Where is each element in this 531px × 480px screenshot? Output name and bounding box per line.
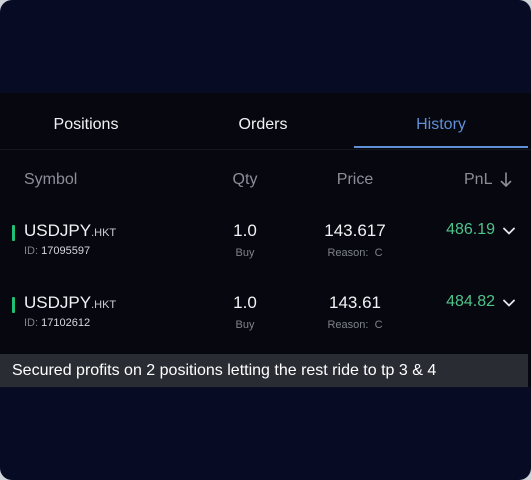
symbol-name: USDJPY.HKT	[24, 221, 117, 240]
side-label: Buy	[235, 247, 255, 259]
tab-positions[interactable]: Positions	[53, 116, 119, 133]
reason-label: Reason: C	[327, 319, 383, 331]
pnl-value: 486.19	[446, 221, 495, 238]
quantity-value: 1.0	[233, 293, 257, 312]
column-header-qty[interactable]: Qty	[232, 171, 258, 188]
caption-banner: Secured profits on 2 positions letting t…	[0, 354, 528, 387]
position-id: ID: 17102612	[24, 317, 91, 329]
pnl-value: 484.82	[446, 293, 495, 310]
symbol-suffix: .HKT	[91, 299, 117, 311]
tab-orders[interactable]: Orders	[238, 116, 288, 133]
table-row[interactable]: USDJPY.HKT ID: 17102612 1.0 Buy 143.61 R…	[0, 293, 531, 353]
trade-history-panel: Positions Orders History Symbol Qty Pric…	[0, 93, 531, 387]
price-value: 143.617	[324, 221, 386, 240]
table-row[interactable]: USDJPY.HKT ID: 17095597 1.0 Buy 143.617 …	[0, 221, 531, 281]
column-header-symbol[interactable]: Symbol	[24, 171, 78, 188]
reason-label: Reason: C	[327, 247, 383, 259]
quantity-value: 1.0	[233, 221, 257, 240]
tab-history[interactable]: History	[416, 116, 466, 133]
tabs-divider	[0, 149, 531, 150]
symbol-suffix: .HKT	[91, 227, 117, 239]
chevron-down-icon[interactable]	[502, 224, 516, 238]
active-tab-indicator	[354, 146, 528, 148]
position-id: ID: 17095597	[24, 245, 91, 257]
chevron-down-icon[interactable]	[502, 296, 516, 310]
side-label: Buy	[235, 319, 255, 331]
buy-indicator	[12, 297, 15, 313]
symbol-name: USDJPY.HKT	[24, 293, 117, 312]
column-header-pnl[interactable]: PnL	[464, 171, 493, 188]
arrow-down-icon[interactable]	[500, 172, 512, 188]
column-header-price[interactable]: Price	[336, 171, 374, 188]
tab-bar: Positions Orders History	[0, 93, 531, 149]
buy-indicator	[12, 225, 15, 241]
price-value: 143.61	[329, 293, 381, 312]
